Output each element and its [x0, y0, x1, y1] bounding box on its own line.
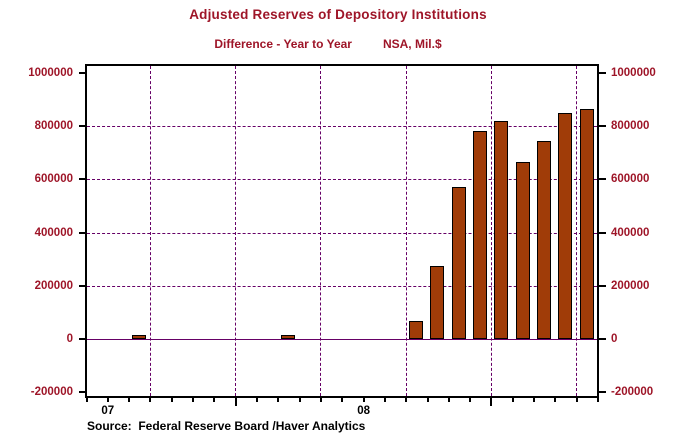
- source-note: Source: Federal Reserve Board /Haver Ana…: [87, 419, 366, 433]
- y-axis-tick-right: [599, 231, 606, 234]
- x-axis-month-tick: [149, 397, 152, 402]
- y-axis-label-left: 1000000: [28, 67, 73, 79]
- x-axis-month-tick: [106, 397, 109, 402]
- y-axis-tick-left: [79, 72, 86, 74]
- x-axis-month-tick: [256, 397, 259, 402]
- x-axis-month-tick: [362, 397, 365, 402]
- x-axis-month-tick: [170, 397, 173, 402]
- y-axis-label-right: 200000: [611, 279, 650, 292]
- bar: [132, 335, 147, 339]
- y-axis-tick-right: [599, 72, 606, 74]
- x-axis-year-label: 07: [101, 405, 115, 417]
- x-axis-month-tick: [383, 397, 386, 402]
- bar: [515, 162, 530, 339]
- x-axis-month-tick: [575, 397, 578, 402]
- y-axis-label-left: 400000: [34, 226, 73, 239]
- y-axis-label-right: 600000: [611, 173, 650, 186]
- x-axis-month-tick: [298, 397, 301, 402]
- bar: [579, 108, 594, 339]
- x-axis-month-tick: [597, 397, 600, 402]
- y-axis-label-right: 0: [611, 333, 618, 345]
- y-axis-tick-right: [599, 178, 606, 181]
- v-gridline: [490, 66, 492, 396]
- y-axis-label-right: 400000: [611, 226, 650, 239]
- bar: [473, 131, 488, 339]
- y-axis-tick-right: [599, 338, 606, 340]
- h-gridline: [87, 232, 597, 234]
- y-axis-label-left: 200000: [34, 279, 73, 292]
- x-axis-year-label: 08: [357, 405, 370, 417]
- x-axis-year-tick: [234, 397, 237, 406]
- bar: [494, 120, 509, 339]
- h-gridline: [87, 285, 597, 287]
- v-gridline: [320, 66, 322, 396]
- y-axis-tick-left: [79, 231, 86, 234]
- x-axis-month-tick: [192, 397, 195, 402]
- bar: [558, 113, 573, 339]
- bar: [281, 335, 296, 339]
- subtitle-transformation: Difference - Year to Year: [214, 37, 352, 51]
- v-gridline: [405, 66, 407, 396]
- chart-subtitle: Difference - Year to Year NSA, Mil.$: [0, 37, 656, 51]
- zero-line: [87, 339, 597, 340]
- x-axis-month-tick: [405, 397, 408, 402]
- y-axis-tick-right: [599, 284, 606, 287]
- y-axis-tick-right: [599, 391, 606, 394]
- bar: [409, 320, 424, 339]
- x-axis-month-tick: [511, 397, 514, 402]
- x-axis-month-tick: [426, 397, 429, 402]
- bar: [451, 187, 466, 339]
- h-gridline: [87, 179, 597, 181]
- x-axis-month-tick: [277, 397, 280, 402]
- chart-title: Adjusted Reserves of Depository Institut…: [189, 7, 487, 22]
- bar: [430, 265, 445, 339]
- x-axis-month-tick: [213, 397, 216, 402]
- v-gridline: [149, 66, 151, 396]
- y-axis-label-right: 800000: [611, 120, 650, 133]
- x-axis-month-tick: [319, 397, 322, 402]
- subtitle-units: NSA, Mil.$: [382, 37, 442, 51]
- x-axis-month-tick: [554, 397, 557, 402]
- y-axis-tick-left: [79, 284, 86, 287]
- y-axis-tick-left: [79, 178, 86, 181]
- y-axis-label-right: -200000: [611, 386, 654, 399]
- h-gridline: [87, 126, 597, 128]
- plot-area: [85, 64, 599, 398]
- y-axis-tick-right: [599, 125, 606, 128]
- y-axis-label-left: -200000: [30, 386, 73, 399]
- bar: [537, 141, 551, 339]
- y-axis-label-left: 600000: [34, 173, 73, 186]
- y-axis-label-left: 0: [66, 333, 73, 345]
- x-axis-month-tick: [128, 397, 131, 402]
- x-axis-month-tick: [85, 397, 88, 402]
- x-axis-month-tick: [533, 397, 536, 402]
- y-axis-label-right: 1000000: [611, 67, 656, 79]
- x-axis-month-tick: [341, 397, 344, 402]
- y-axis-tick-left: [79, 125, 86, 128]
- x-axis-month-tick: [447, 397, 450, 402]
- x-axis-year-tick: [490, 397, 493, 406]
- y-axis-tick-left: [79, 391, 86, 394]
- v-gridline: [576, 66, 578, 396]
- y-axis-label-left: 800000: [34, 120, 73, 133]
- v-gridline: [235, 66, 237, 396]
- x-axis-month-tick: [469, 397, 472, 402]
- y-axis-tick-left: [79, 338, 86, 340]
